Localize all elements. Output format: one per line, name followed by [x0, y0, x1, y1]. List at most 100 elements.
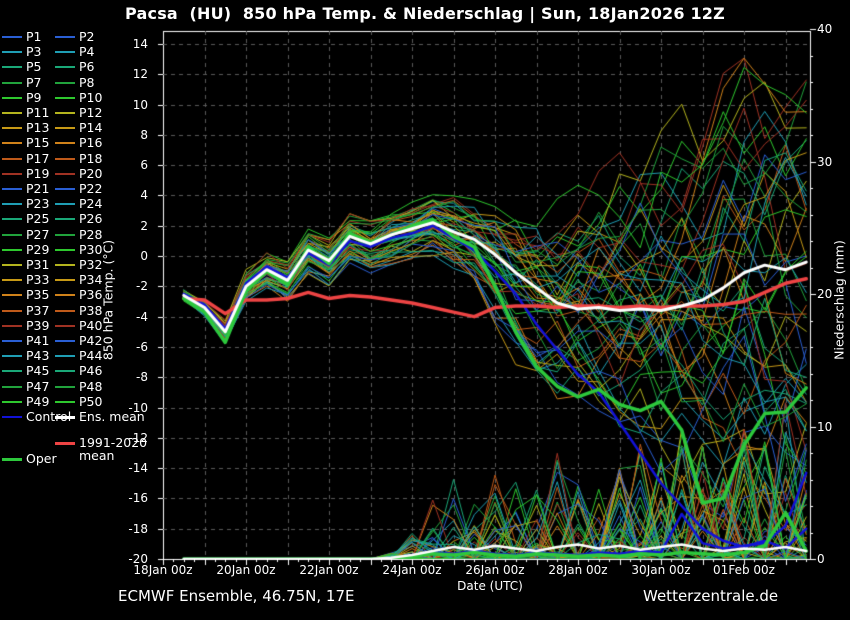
legend-label-p33: P33	[26, 272, 50, 288]
temp-tick-label--20: -20	[128, 551, 148, 566]
legend-label-p9: P9	[26, 89, 42, 105]
legend-label-p7: P7	[26, 74, 42, 90]
legend-line-p17	[2, 157, 22, 160]
legend-line-p4	[55, 51, 75, 54]
legend-label-p24: P24	[79, 196, 103, 212]
legend-line-p26	[55, 218, 75, 221]
legend-label-p37: P37	[26, 302, 50, 318]
footer-watermark: Wetterzentrale.de	[643, 587, 779, 605]
legend-label-p6: P6	[79, 59, 95, 75]
legend-label-p20: P20	[79, 165, 103, 181]
date-tick-label-14: 01Feb 00z	[713, 563, 775, 577]
legend-label-p27: P27	[26, 226, 50, 242]
legend-label-p1: P1	[26, 29, 42, 44]
date-tick-label-8: 26Jan 00z	[465, 563, 525, 577]
temp-tick-label--4: -4	[136, 309, 148, 324]
legend-line-p27	[2, 233, 22, 236]
legend-line-p7	[2, 81, 22, 84]
legend-label-p38: P38	[79, 302, 103, 318]
legend-label-p42: P42	[79, 333, 103, 348]
legend-line-p16	[55, 142, 75, 145]
legend-label-p48: P48	[79, 378, 103, 394]
legend-label-p12: P12	[79, 105, 103, 120]
legend-line-p8	[55, 81, 75, 84]
temp-tick-label--18: -18	[128, 521, 148, 536]
legend-line-oper	[2, 458, 22, 461]
legend-label-oper: Oper	[26, 451, 57, 466]
legend-line-p46	[55, 370, 75, 373]
temp-tick-label-10: 10	[132, 97, 148, 112]
legend-line-p19	[2, 172, 22, 175]
legend-label-p8: P8	[79, 74, 95, 90]
legend-line-p48	[55, 385, 75, 388]
temp-tick-label-2: 2	[140, 218, 148, 233]
legend-label-climate-mean: 1991-2020	[79, 435, 148, 450]
legend-line-p1	[2, 36, 22, 38]
legend-line-p38	[55, 309, 75, 312]
date-tick-label-2: 20Jan 00z	[216, 563, 276, 577]
temp-tick-label--6: -6	[136, 339, 148, 354]
date-tick-label-4: 22Jan 00z	[299, 563, 359, 577]
legend-label-p17: P17	[26, 150, 50, 166]
temp-tick-label-4: 4	[140, 188, 148, 203]
temp-tick-label--12: -12	[128, 430, 148, 445]
legend-label-p15: P15	[26, 135, 50, 151]
temp-tick-label-0: 0	[140, 249, 148, 264]
legend-label-p10: P10	[79, 89, 103, 105]
temp-tick-label-8: 8	[140, 127, 148, 142]
legend-label-p50: P50	[79, 393, 103, 409]
legend-label-ens-mean: Ens. mean	[79, 409, 145, 424]
precip-tick-label-10: 10	[817, 419, 833, 434]
legend-label-p25: P25	[26, 211, 50, 227]
temp-tick-label--14: -14	[128, 461, 148, 476]
legend-label-p49: P49	[26, 393, 50, 409]
legend-label-p13: P13	[26, 120, 50, 136]
legend-label-control: Control	[26, 409, 72, 424]
temp-tick-label-6: 6	[140, 158, 148, 173]
legend-line-p50	[55, 400, 75, 403]
precip-tick-label-0: 0	[817, 552, 825, 566]
legend-line-p28	[55, 233, 75, 236]
precip-tick-label-20: 20	[817, 287, 833, 301]
legend-label-p14: P14	[79, 120, 103, 136]
precip-tick-label-40: 40	[817, 22, 833, 36]
legend-line-p42	[55, 340, 75, 342]
date-tick-label-6: 24Jan 00z	[382, 563, 442, 577]
legend-label-p44: P44	[79, 348, 103, 364]
legend-line-p47	[2, 385, 22, 388]
legend-label-p29: P29	[26, 241, 50, 257]
legend-label-p31: P31	[26, 257, 50, 272]
legend-line-p44	[55, 355, 75, 358]
legend-label-p47: P47	[26, 378, 50, 394]
legend-label-p28: P28	[79, 226, 103, 242]
legend-line-p36	[55, 294, 75, 297]
legend-line-p13	[2, 127, 22, 130]
date-tick-label-12: 30Jan 00z	[631, 563, 691, 577]
legend-line-p35	[2, 294, 22, 297]
legend-line-p5	[2, 66, 22, 69]
legend-line-p24	[55, 203, 75, 206]
legend-label-p41: P41	[26, 333, 50, 348]
legend-line-p37	[2, 309, 22, 312]
legend-line-p21	[2, 188, 22, 190]
legend-line-p11	[2, 112, 22, 114]
legend-line-control	[2, 416, 22, 418]
temp-tick-label-14: 14	[132, 37, 148, 51]
legend-label-p21: P21	[26, 181, 50, 196]
legend-line-p15	[2, 142, 22, 145]
temp-tick-label-12: 12	[132, 67, 148, 82]
legend-label-p32: P32	[79, 257, 103, 272]
legend-line-p20	[55, 172, 75, 175]
legend-label-p36: P36	[79, 287, 103, 303]
legend-line-p29	[2, 248, 22, 251]
legend-line-p6	[55, 66, 75, 69]
temp-tick-label--2: -2	[136, 279, 148, 294]
legend-line-p14	[55, 127, 75, 130]
footer-model-info: ECMWF Ensemble, 46.75N, 17E	[118, 587, 355, 605]
legend-label-p46: P46	[79, 363, 103, 379]
legend-label-p23: P23	[26, 196, 50, 212]
legend-label-p18: P18	[79, 150, 103, 166]
legend-label-climate-mean-2: mean	[79, 448, 115, 463]
